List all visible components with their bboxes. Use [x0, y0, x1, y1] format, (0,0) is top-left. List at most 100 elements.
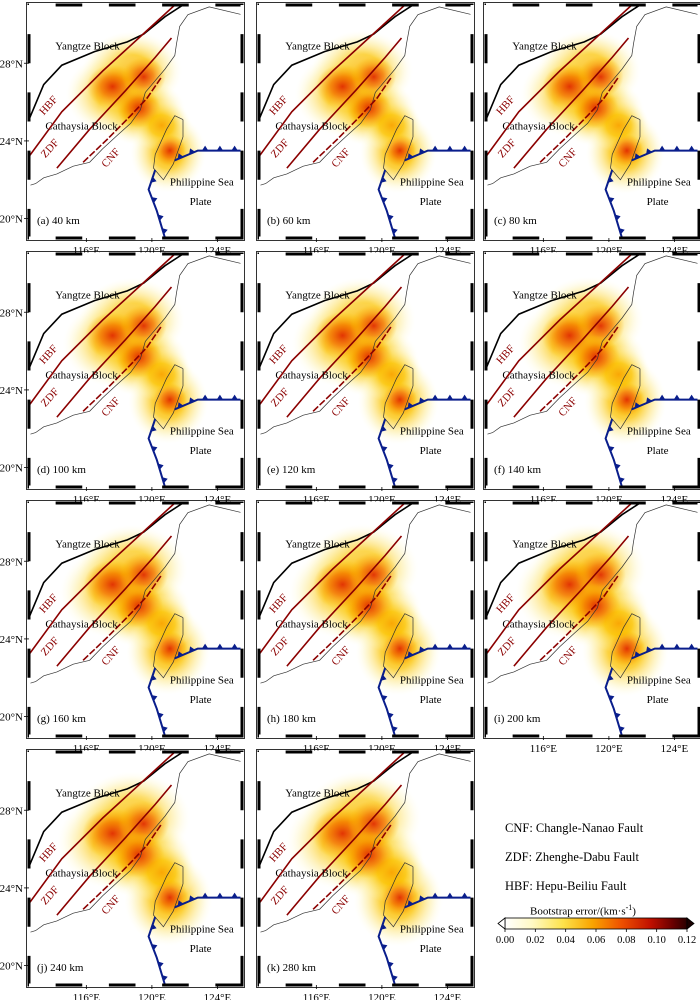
subduction-tooth [431, 145, 439, 151]
subduction-tooth [177, 900, 184, 907]
hbf-fault-line [259, 752, 406, 904]
hbf-fault-line [486, 503, 633, 655]
subduction-tooth [407, 651, 414, 658]
block-boundary [259, 5, 414, 120]
panel-label: (g) 160 km [37, 713, 86, 725]
subduction-tooth [177, 651, 184, 658]
subduction-tooth [461, 145, 468, 151]
block-boundary [259, 503, 414, 618]
map-label-cathaysia: Cathaysia Block [45, 867, 118, 879]
subduction-tooth [419, 895, 425, 902]
zdf-fault-line [286, 535, 403, 667]
lon-tick-label: 116°E [73, 992, 100, 1000]
south-trench [377, 916, 396, 985]
hbf-fault-line [259, 254, 406, 406]
colorbar-tick-label: 0.12 [678, 935, 696, 946]
subduction-tooth [608, 446, 615, 453]
coastline [486, 6, 699, 186]
subduction-tooth [446, 892, 454, 898]
taiwan-coastline [153, 115, 184, 181]
map-label-cathaysia: Cathaysia Block [275, 120, 348, 132]
subduction-tooth [189, 397, 195, 404]
taiwan-coastline [610, 115, 641, 181]
map-label-psp-2: Plate [190, 196, 212, 208]
map-label-yangtze: Yangtze Block [55, 41, 120, 53]
colorbar-title: Bootstrap error/(km·s-1) [530, 903, 636, 918]
subduction-tooth [608, 695, 615, 702]
error-heat-patch [383, 134, 417, 167]
subduction-tooth [380, 674, 387, 681]
subduction-tooth [387, 712, 394, 719]
zdf-fault-line [56, 37, 173, 169]
map-label-psp: Philippine Sea [400, 924, 464, 936]
subduction-tooth [151, 695, 158, 702]
coastline [486, 504, 699, 684]
subduction-tooth [614, 214, 621, 221]
map-label-psp-2: Plate [190, 943, 212, 955]
subduction-tooth [381, 197, 388, 204]
map-label-cathaysia: Cathaysia Block [275, 867, 348, 879]
map-label-psp: Philippine Sea [170, 675, 234, 687]
subduction-tooth [614, 463, 621, 470]
error-heat-patch [382, 382, 418, 417]
cnf-fault-line [312, 325, 393, 412]
colorbar-tick-label: 0.10 [647, 935, 665, 946]
map-label-psp-2: Plate [647, 196, 669, 208]
subduction-tooth [614, 712, 621, 719]
colorbar-tick-label: 0.08 [617, 935, 635, 946]
zdf-fault-line [513, 535, 630, 667]
lon-tick-label: 124°E [434, 992, 462, 1000]
coastline [29, 255, 242, 435]
subduction-tooth [150, 674, 157, 681]
cnf-fault-line [82, 574, 163, 661]
subduction-tooth [151, 944, 158, 951]
cnf-fault-line [539, 76, 620, 163]
subduction-tooth [646, 148, 652, 155]
subduction-tooth [658, 145, 666, 151]
subduction-tooth [634, 651, 641, 658]
panel-label: (a) 40 km [37, 215, 80, 227]
subduction-tooth [216, 643, 224, 649]
subduction-tooth [157, 214, 164, 221]
subduction-tooth [201, 394, 209, 400]
subduction-tooth [387, 214, 394, 221]
block-boundary [29, 5, 184, 120]
subduction-tooth [461, 394, 468, 400]
subduction-tooth [150, 425, 157, 432]
subduction-tooth [446, 394, 454, 400]
cnf-fault-line [82, 823, 163, 910]
subduction-tooth [419, 646, 425, 653]
subduction-tooth [201, 145, 209, 151]
lon-tick-label: 120°E [368, 992, 396, 1000]
subduction-tooth [151, 446, 158, 453]
map-label-psp: Philippine Sea [400, 177, 464, 189]
subduction-tooth [189, 895, 195, 902]
lat-tick-label: 24°N [0, 136, 23, 148]
cnf-fault-line [539, 325, 620, 412]
south-trench [147, 418, 166, 487]
lat-tick-label: 20°N [0, 214, 23, 226]
block-boundary [29, 752, 184, 867]
subduction-tooth [461, 892, 468, 898]
map-label-psp: Philippine Sea [170, 426, 234, 438]
map-label-cathaysia: Cathaysia Block [45, 369, 118, 381]
lon-tick-label: 116°E [303, 992, 330, 1000]
panel-label: (i) 200 km [494, 713, 541, 725]
subduction-tooth [673, 643, 681, 649]
cnf-fault-line [312, 574, 393, 661]
subduction-tooth [688, 394, 695, 400]
south-trench [377, 667, 396, 736]
subduction-tooth [231, 643, 238, 649]
lat-tick-label: 28°N [0, 307, 23, 319]
subduction-tooth [688, 643, 695, 649]
error-heat-patch [151, 879, 189, 917]
subduction-tooth [387, 463, 394, 470]
panel-label: (f) 140 km [494, 464, 541, 476]
lat-tick-label: 20°N [0, 961, 23, 973]
coastline [29, 6, 242, 186]
panel-label: (k) 280 km [267, 962, 316, 974]
